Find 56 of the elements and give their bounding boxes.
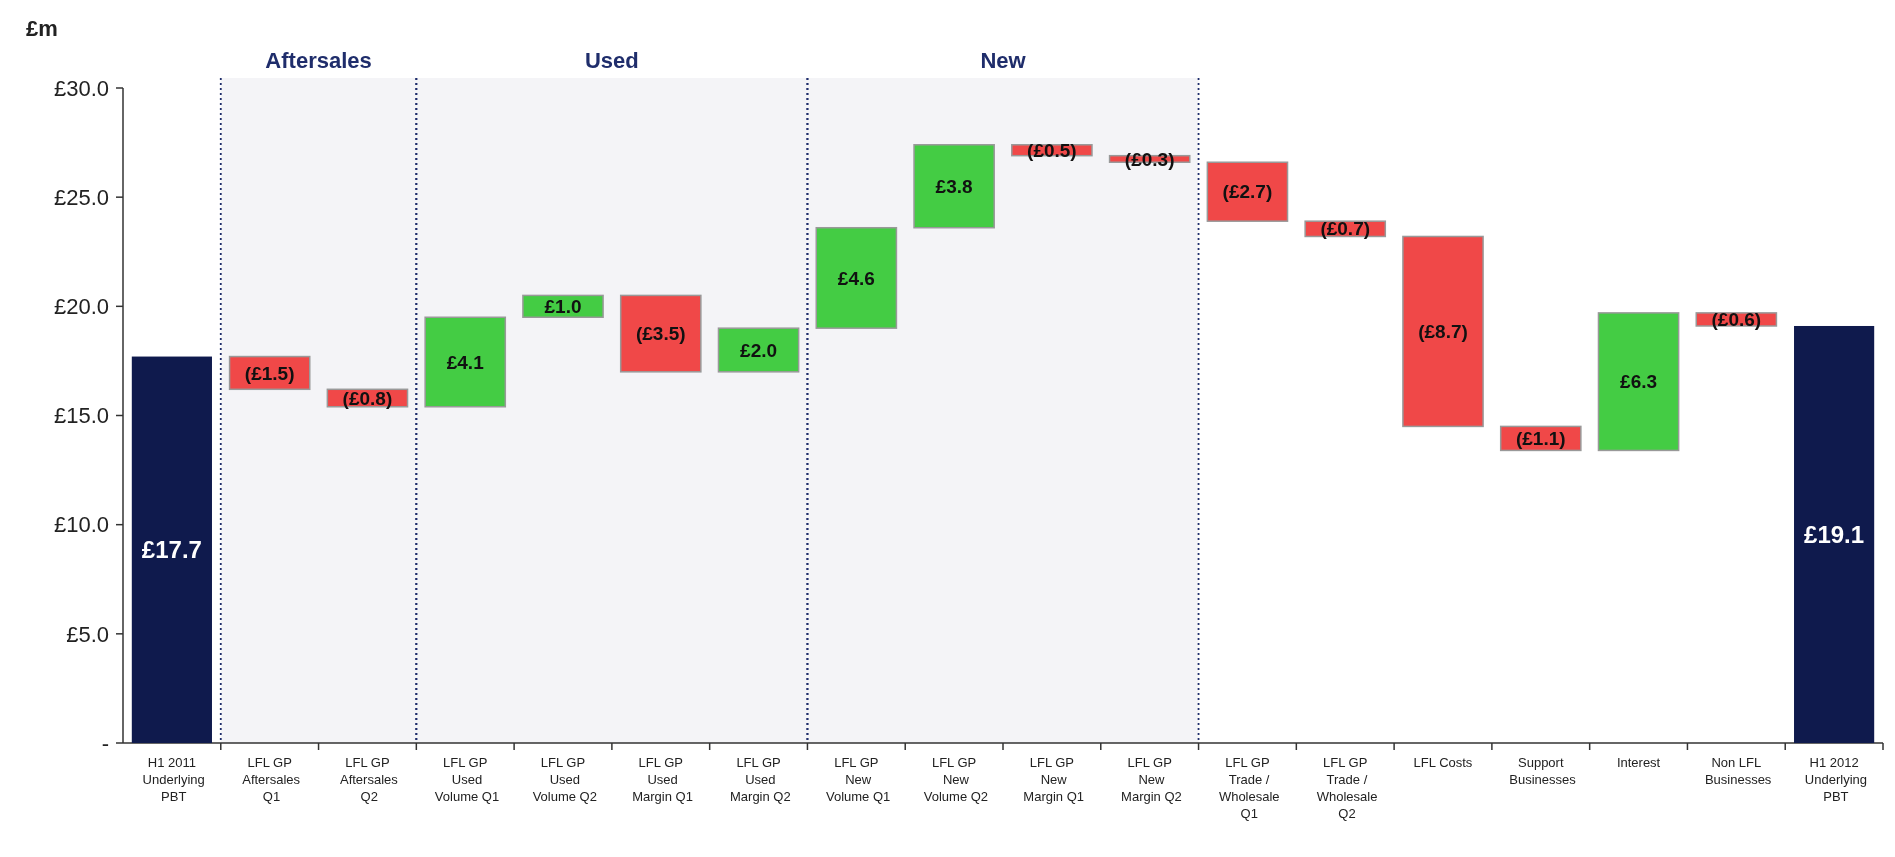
x-tick-label: LFL GP New Volume Q2 (920, 755, 989, 804)
bar (1597, 312, 1680, 452)
bar (424, 316, 507, 408)
data-label: (£0.6) (1711, 309, 1762, 331)
data-label: £17.7 (141, 536, 202, 564)
data-label: £2.0 (740, 339, 778, 361)
bar (1794, 325, 1875, 743)
x-tick-label: LFL GP New Volume Q1 (822, 755, 891, 804)
y-axis-title: £m (26, 16, 58, 41)
x-tick-label: LFL Costs (1413, 755, 1473, 770)
x-tick-label: Non LFL Businesses (1701, 755, 1772, 787)
data-label: (£3.5) (635, 323, 686, 345)
x-tick-label: H1 2011 Underlying PBT (139, 755, 205, 804)
data-label: (£0.5) (1027, 139, 1077, 161)
x-tick-label: LFL GP Aftersales Q1 (239, 755, 301, 804)
data-label: £19.1 (1804, 520, 1865, 548)
x-tick-label: LFL GP Aftersales Q2 (337, 755, 399, 804)
data-label: (£2.7) (1222, 181, 1273, 203)
x-tick-label: LFL GP Used Margin Q2 (726, 755, 791, 804)
y-tick-label: £10.0 (53, 512, 109, 538)
y-tick-label: £30.0 (53, 75, 109, 101)
data-label: £6.3 (1620, 371, 1658, 393)
y-tick-label: £15.0 (53, 403, 109, 429)
x-tick-label: Interest (1616, 755, 1661, 770)
data-label: (£0.7) (1320, 218, 1371, 240)
y-tick-label: £5.0 (66, 621, 109, 647)
bar (717, 327, 800, 373)
x-tick-label: LFL GP Used Volume Q2 (529, 755, 597, 804)
data-label: (£8.7) (1418, 321, 1468, 343)
x-tick-label: Support Businesses (1505, 755, 1577, 787)
bar (913, 144, 995, 229)
bar (131, 356, 212, 743)
x-tick-label: LFL GP New Margin Q1 (1019, 755, 1085, 804)
data-label: £1.0 (544, 295, 582, 317)
data-label: (£0.8) (342, 387, 393, 409)
x-tick-label: H1 2012 Underlying PBT (1801, 755, 1867, 804)
y-tick-label: - (101, 730, 109, 756)
band-label: New (980, 48, 1027, 73)
bar (619, 294, 702, 373)
x-tick-label: LFL GP Used Volume Q1 (431, 755, 500, 804)
bar (1206, 161, 1289, 222)
data-label: £4.6 (837, 267, 875, 289)
x-tick-label: LFL GP Trade / Wholesale Q1 (1215, 755, 1280, 821)
x-tick-label: LFL GP Used Margin Q1 (628, 755, 693, 804)
x-tick-label: LFL GP Trade / Wholesale Q2 (1313, 755, 1378, 821)
x-tick-label: LFL GP New Margin Q2 (1117, 755, 1182, 804)
data-label: (£1.5) (244, 362, 295, 384)
bar (815, 226, 898, 329)
y-tick-label: £25.0 (53, 184, 109, 210)
data-label: £4.1 (446, 351, 485, 373)
y-tick-label: £20.0 (53, 294, 109, 320)
data-label: £3.8 (935, 175, 973, 197)
data-label: (£1.1) (1515, 428, 1566, 450)
band-label: Aftersales (265, 48, 372, 73)
bar (1402, 235, 1484, 428)
band-label: Used (584, 48, 639, 73)
